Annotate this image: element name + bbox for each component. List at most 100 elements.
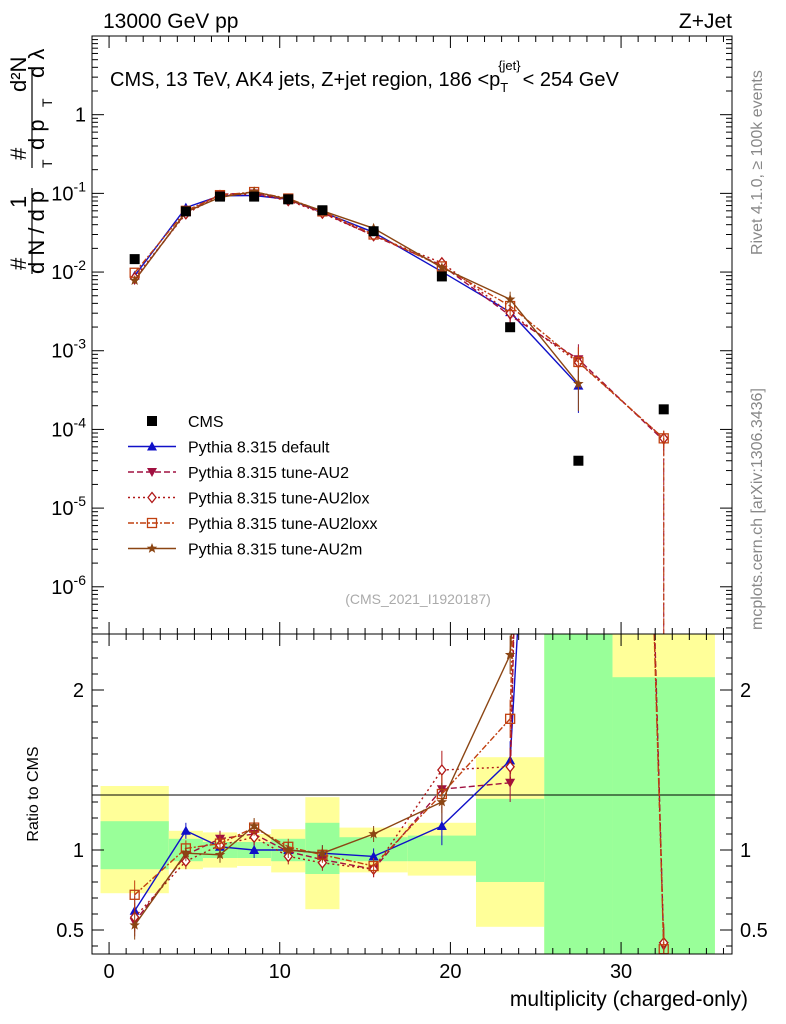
main-series-line — [134, 193, 665, 439]
title-main: CMS, 13 TeV, AK4 jets, Z+jet region, 186… — [110, 69, 500, 91]
cms-data-point — [436, 271, 447, 282]
cms-data-point — [215, 191, 225, 202]
ratio-series-marker — [129, 889, 140, 900]
ratio-series-marker — [248, 820, 260, 831]
ratio-series-marker — [436, 796, 448, 807]
cms-points — [129, 191, 669, 466]
ratio-series-segment — [288, 850, 323, 861]
ratio-series-marker — [368, 828, 379, 839]
ratio-series-segment — [185, 852, 221, 856]
ylabel-t1: T — [39, 159, 55, 168]
main-series-line — [134, 191, 665, 439]
ratio-series-segment — [134, 847, 187, 896]
ratio-series-segment — [288, 846, 323, 856]
ratio-series-segment — [322, 833, 374, 854]
ratio-series-segment — [185, 844, 221, 862]
ylabel-one: 1 — [6, 196, 31, 208]
ratio-series-segment — [373, 825, 443, 858]
main-ytick-label: 10-3 — [51, 336, 86, 363]
main-ytick-label: 10-1 — [51, 178, 86, 205]
ratio-ytick-label-left: 0.5 — [56, 920, 84, 942]
main-series-marker — [436, 262, 448, 272]
ratio-series-marker — [368, 860, 379, 872]
ratio-ytick-label-left: 1 — [73, 840, 84, 862]
main-series-marker — [573, 378, 584, 389]
x-tick-label: 10 — [269, 961, 291, 983]
ratio-band-inner — [476, 798, 545, 882]
ratio-bands — [100, 634, 715, 954]
main-panel: 110-110-210-310-410-510-6 CMS, 13 TeV, A… — [51, 35, 733, 635]
header-right: Z+Jet — [679, 10, 732, 33]
ratio-ytick-label-right: 2 — [740, 680, 751, 702]
ratio-series-marker — [505, 760, 515, 773]
ratio-series-segment — [441, 654, 511, 803]
ratio-series-segment — [322, 862, 374, 870]
legend-label-cms: CMS — [188, 414, 224, 431]
ratio-ytick-label-right: 0.5 — [740, 920, 768, 942]
ratio-series-segment — [322, 854, 374, 867]
ylabel-hash-1: # — [6, 257, 31, 270]
ratio-ylabel: Ratio to CMS — [25, 746, 42, 841]
ratio-series-segment — [185, 838, 221, 856]
ylabel-dn: d N / d p — [24, 191, 49, 274]
ratio-series-segment — [322, 852, 374, 858]
ratio-band-inner — [544, 634, 613, 954]
main-series-marker — [504, 293, 516, 304]
main-series-marker — [248, 186, 260, 197]
ytick-exp: -4 — [74, 414, 87, 430]
ylabel-dlambda: d λ — [24, 49, 49, 78]
ytick-base: 10 — [51, 577, 73, 599]
legend-label: Pythia 8.315 tune-AU2m — [188, 542, 362, 559]
ratio-series-segment — [253, 825, 289, 851]
main-ytick-label: 10-2 — [51, 257, 86, 284]
legend-marker — [147, 468, 157, 477]
legend-marker — [147, 441, 157, 451]
ratio-band-inner — [612, 677, 715, 954]
ratio-x-ticks: 0 10 20 30 — [104, 634, 724, 983]
ylabel-t2: T — [39, 98, 55, 107]
cms-data-point — [573, 455, 584, 466]
ratio-series-marker — [249, 831, 259, 844]
ratio-series-segment — [373, 769, 443, 870]
cms-data-point — [658, 404, 669, 415]
ratio-series-marker — [129, 919, 140, 930]
main-series-marker — [573, 356, 584, 368]
ytick-base: 10 — [51, 498, 73, 520]
cms-data-point — [505, 322, 516, 333]
main-series-marker — [129, 275, 140, 285]
ratio-series-segment — [134, 830, 187, 912]
legend-label: Pythia 8.315 default — [188, 440, 330, 457]
main-ylabel: # 1 d N / d p T # d²N d p T d λ — [6, 49, 55, 274]
main-series-line — [134, 190, 579, 385]
ratio-frame — [91, 633, 733, 955]
ratio-series-segment — [134, 854, 187, 923]
legend-marker — [146, 543, 158, 553]
ylabel-hash-2: # — [6, 147, 31, 160]
title-tail: < 254 GeV — [523, 69, 620, 91]
ratio-series-segment — [509, 633, 519, 761]
ratio-series-marker — [504, 713, 516, 724]
title-sub: T — [500, 80, 508, 95]
ratio-series-segment — [219, 846, 255, 851]
legend-marker-cms — [147, 416, 157, 426]
main-ytick-label: 1 — [75, 105, 86, 127]
ratio-series-marker — [180, 825, 191, 835]
main-y-ticks: 110-110-210-310-410-510-6 — [51, 35, 732, 629]
ytick-exp: -5 — [74, 493, 87, 509]
ratio-series-segment — [288, 855, 323, 864]
cms-data-point — [368, 226, 379, 237]
ratio-series-segment — [373, 793, 443, 867]
ratio-series-segment — [185, 842, 221, 850]
legend: CMS Pythia 8.315 default Pythia 8.315 tune… — [128, 414, 377, 559]
cms-data-point — [249, 191, 260, 202]
ratio-series-marker — [214, 849, 226, 860]
main-x-ticks — [108, 36, 724, 634]
main-ytick-label: 10-4 — [51, 414, 86, 441]
chart-title: CMS, 13 TeV, AK4 jets, Z+jet region, 186… — [110, 58, 619, 95]
legend-marker — [147, 491, 157, 504]
main-ytick-label: 10-6 — [51, 572, 86, 599]
x-axis-label: multiplicity (charged-only) — [510, 988, 748, 1011]
ratio-panel: 0.5 0.5 1 1 2 2 0 10 20 30 — [56, 633, 768, 983]
x-tick-label: 30 — [610, 961, 632, 983]
